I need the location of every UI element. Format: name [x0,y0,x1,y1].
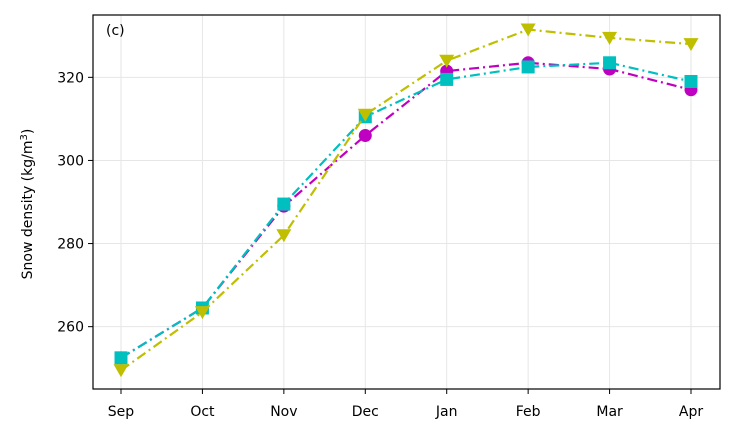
series-layer [113,23,699,378]
x-tick-label: Sep [108,404,135,420]
data-point [114,351,128,365]
series-3 [113,23,699,378]
data-point [603,56,617,70]
svg-text:Snow density (kg/m3): Snow density (kg/m3) [19,129,37,280]
ticks: Sep Oct Nov Dec Jan Feb Mar Apr 260 280 300 320 [57,70,703,420]
y-tick-label: 260 [57,320,84,336]
plot-frame [92,14,721,390]
x-tick-label: Dec [352,404,379,420]
series-line [120,61,692,359]
x-tick-label: Feb [516,404,541,420]
data-point [683,38,699,52]
data-point [521,60,535,74]
data-point [440,72,454,86]
panel-label: (c) [106,23,125,39]
grid [93,15,720,389]
y-tick-label: 300 [57,153,84,169]
x-tick-label: Mar [596,404,623,420]
data-point [520,23,536,37]
data-point [277,197,291,211]
data-point [439,54,455,68]
series-line [120,28,692,372]
data-point [684,74,698,88]
x-tick-label: Nov [270,404,297,420]
data-point [602,31,618,45]
data-point [276,229,292,243]
series-line [120,61,692,359]
y-tick-label: 320 [57,70,84,86]
x-tick-label: Jan [435,404,458,420]
data-point [357,108,373,122]
y-axis-label-superscript: 3 [19,134,30,140]
y-axis-label-main: Snow density (kg/m [20,141,36,280]
y-tick-label: 280 [57,237,84,253]
data-point [194,306,210,320]
y-axis-label: Snow density (kg/m3) [19,129,37,280]
data-point [113,364,129,378]
data-point [358,129,372,143]
y-axis-label-close: ) [20,129,36,134]
x-tick-label: Apr [679,404,703,420]
x-tick-label: Oct [190,404,215,420]
